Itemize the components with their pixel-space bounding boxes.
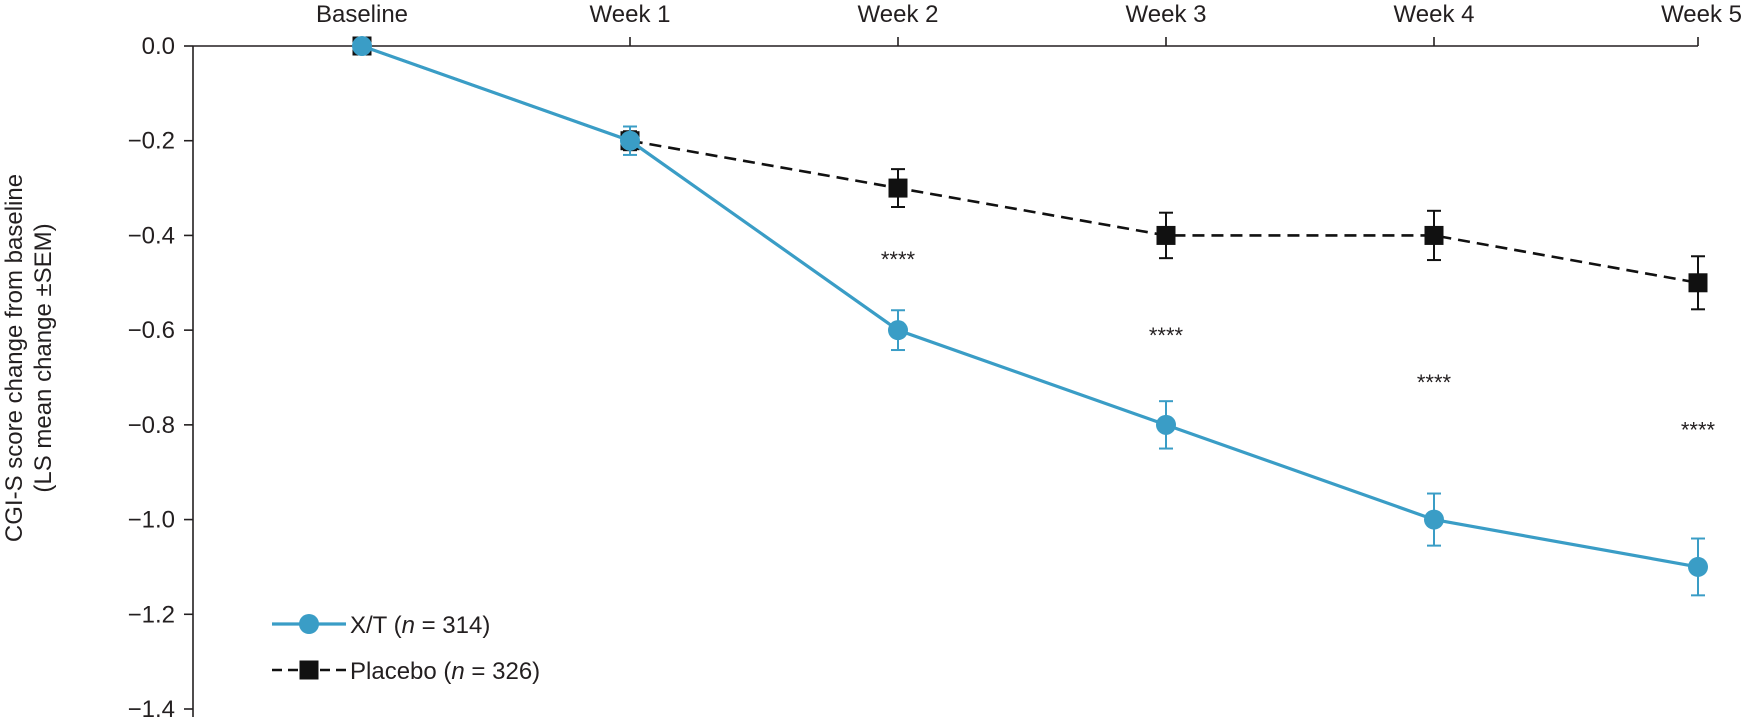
series-line: [361, 44, 1699, 569]
x-tick-label: Week 3: [1126, 1, 1207, 28]
series-x-t: [352, 36, 1708, 597]
legend: X/T (n = 314) Placebo (n = 326): [272, 612, 540, 685]
data-point: [888, 320, 908, 341]
axes: 0.0 −0.2 −0.4 −0.6 −0.8 −1.0 −1.2 −1.4 Baseline W…: [128, 1, 1742, 717]
significance-annotations: **** **** **** ****: [881, 247, 1716, 442]
y-tick-label: −1.4: [128, 696, 175, 717]
legend-label: X/T (n = 314): [350, 612, 490, 639]
data-point: [1688, 273, 1708, 293]
data-point: [888, 178, 908, 198]
x-tick-label: Baseline: [316, 1, 408, 28]
y-axis-label-line-2: (LS mean change ±SEM): [30, 223, 57, 492]
series-line: [361, 44, 1699, 285]
series-layer: [352, 36, 1708, 597]
x-tick-label: Week 5: [1661, 1, 1742, 28]
y-tick-label: −0.8: [128, 412, 175, 439]
y-tick-label: −1.0: [128, 507, 175, 534]
y-axis-label-line-1: CGI-S score change from baseline: [1, 174, 28, 542]
data-point: [1156, 225, 1176, 245]
x-tick-label: Week 2: [858, 1, 939, 28]
data-point: [1424, 225, 1444, 245]
data-point: [1424, 509, 1444, 530]
legend-marker: [299, 614, 319, 634]
series-placebo: [352, 36, 1708, 311]
data-point: [620, 130, 640, 151]
x-tick-label: Week 4: [1394, 1, 1475, 28]
significance-marker: ****: [881, 247, 916, 272]
legend-marker: [299, 660, 319, 680]
y-axis-label: CGI-S score change from baseline (LS mea…: [1, 174, 57, 542]
y-tick-label: −0.6: [128, 317, 175, 344]
y-tick-label: −0.4: [128, 222, 175, 249]
data-point: [1156, 414, 1176, 435]
y-tick-label: −0.2: [128, 128, 175, 155]
legend-label: Placebo (n = 326): [350, 658, 540, 685]
legend-item: X/T (n = 314): [272, 612, 490, 639]
significance-marker: ****: [1149, 323, 1184, 348]
data-point: [352, 36, 372, 56]
x-tick-label: Week 1: [590, 1, 671, 28]
significance-marker: ****: [1417, 370, 1452, 395]
y-tick-label: 0.0: [142, 33, 175, 60]
data-point: [1688, 556, 1708, 577]
y-tick-label: −1.2: [128, 601, 175, 628]
significance-marker: ****: [1681, 418, 1716, 443]
legend-item: Placebo (n = 326): [272, 658, 540, 685]
